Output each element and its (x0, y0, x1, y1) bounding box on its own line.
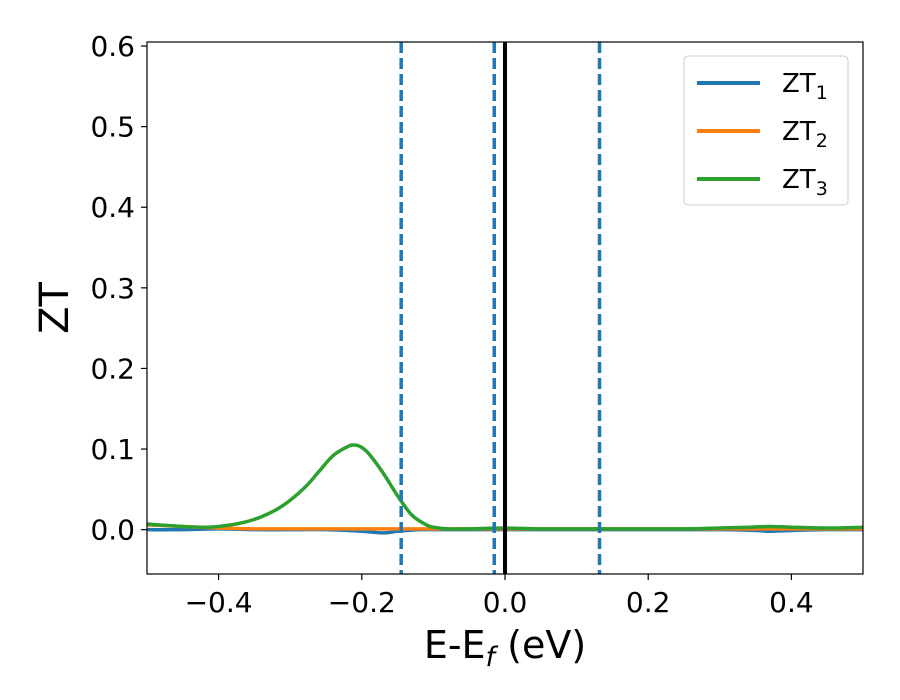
legend-label-zt3: ZT3 (782, 165, 828, 200)
y-tick-label: 0.6 (90, 30, 135, 63)
x-axis-ticks: −0.4 −0.2 0.0 0.2 0.4 (185, 574, 814, 619)
y-tick-label: 0.3 (90, 272, 135, 305)
x-tick-label: 0.0 (483, 586, 528, 619)
x-tick-label: −0.4 (185, 586, 253, 619)
legend-label-zt1: ZT1 (782, 69, 828, 104)
reference-lines (399, 42, 602, 574)
legend-label-zt2: ZT2 (782, 117, 828, 152)
y-tick-label: 0.0 (90, 514, 135, 547)
series-line-zt3 (147, 443, 863, 531)
y-tick-label: 0.4 (90, 191, 135, 224)
legend: ZT1 ZT2 ZT3 (683, 55, 849, 206)
y-tick-label: 0.5 (90, 111, 135, 144)
y-tick-label: 0.2 (90, 352, 135, 385)
x-axis-title: E-Ef (eV) (424, 623, 586, 673)
legend-box (683, 55, 849, 206)
x-tick-label: 0.2 (626, 586, 671, 619)
legend-entries: ZT1 ZT2 ZT3 (697, 69, 828, 200)
y-axis-title: ZT (32, 282, 78, 334)
x-tick-label: 0.4 (769, 586, 814, 619)
y-tick-label: 0.1 (90, 433, 135, 466)
x-tick-label: −0.2 (328, 586, 396, 619)
y-axis-ticks: 0.0 0.1 0.2 0.3 0.4 0.5 0.6 (90, 30, 147, 547)
